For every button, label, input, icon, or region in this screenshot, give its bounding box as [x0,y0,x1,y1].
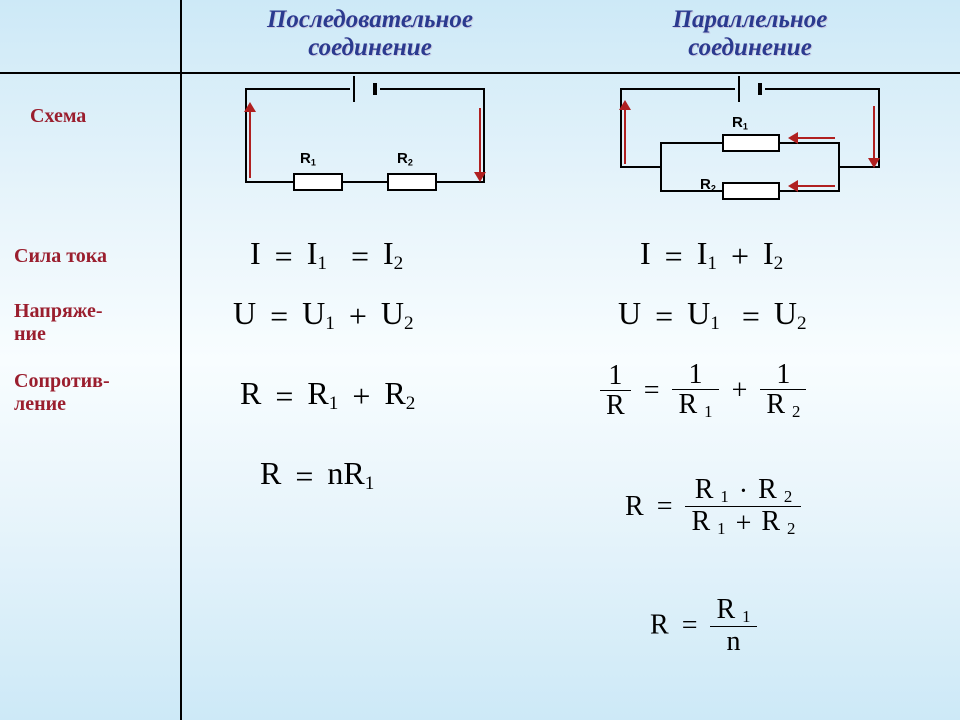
divider-horizontal [0,72,960,74]
arrow-line [795,137,835,139]
rowlabel-voltage-l2: ние [14,323,46,345]
arrow-up-icon [619,100,631,110]
arrow-left-icon [788,132,798,144]
parallel-resistor-r2 [722,182,780,200]
arrow-line [873,106,875,164]
heading-parallel-line2: соединение [688,34,812,61]
series-label-r2: R2 [397,150,413,167]
series-formula-current: I = I1 = I2 [250,235,403,275]
parallel-formula-resistance-inv: 1 R = 1 R 1 + 1 R 2 [600,360,806,421]
series-resistor-r2 [387,173,437,191]
arrow-down-icon [474,172,486,182]
series-formula-resistance: R = R1 + R2 [240,375,415,415]
heading-series-line2: соединение [308,34,432,61]
arrow-left-icon [788,180,798,192]
series-formula-voltage: U = U1 + U2 [233,295,414,335]
rowlabel-current: Сила тока [14,245,107,268]
parallel-resistor-r1 [722,134,780,152]
divider-vertical [180,0,182,720]
parallel-label-r2: R2 [700,176,716,193]
arrow-line [795,185,835,187]
circuit-parallel: R1 R2 [620,88,880,218]
arrow-down-icon [868,158,880,168]
parallel-formula-voltage: U = U1 = U2 [618,295,807,335]
rowlabel-resistance: Сопротив- ление [14,370,110,416]
rowlabel-voltage-l1: Напряже- [14,300,103,322]
arrow-line [624,106,626,164]
heading-parallel-line1: Параллельное [673,6,828,33]
series-label-r1: R1 [300,150,316,167]
parallel-formula-resistance-n: R = R 1 n [650,595,757,656]
circuit-series: R1 R2 [245,88,485,198]
arrow-line [249,108,251,178]
parallel-formula-resistance-product: R = R 1 · R 2 R 1 + R 2 [625,475,801,539]
rowlabel-scheme: Схема [30,105,86,128]
heading-parallel: Параллельное соединение [560,6,940,61]
parallel-formula-current: I = I1 + I2 [640,235,783,275]
rowlabel-resistance-l1: Сопротив- [14,370,110,392]
arrow-line [479,108,481,178]
rowlabel-resistance-l2: ление [14,393,66,415]
arrow-up-icon [244,102,256,112]
series-formula-resistance-n: R = nR1 [260,455,374,495]
heading-series: Последовательное соединение [190,6,550,61]
rowlabel-voltage: Напряже- ние [14,300,103,346]
heading-series-line1: Последовательное [267,6,473,33]
parallel-label-r1: R1 [732,114,748,131]
series-resistor-r1 [293,173,343,191]
